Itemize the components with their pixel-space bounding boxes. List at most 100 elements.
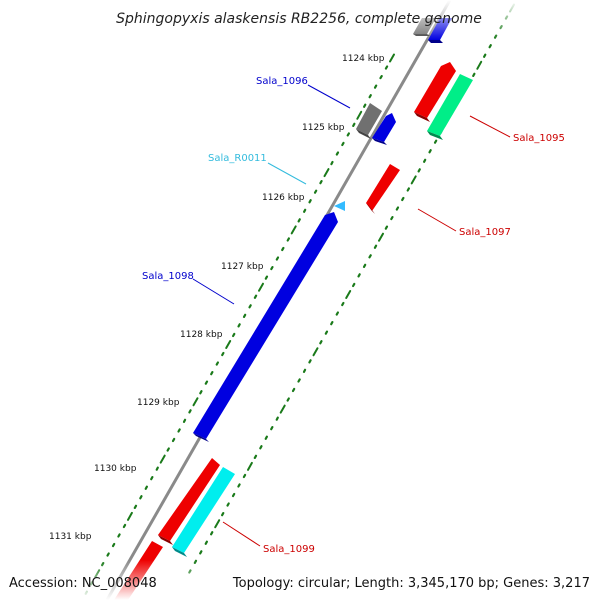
minor-tick (352, 122, 356, 128)
gene-label-sala-1095[interactable]: Sala_1095 (513, 133, 565, 144)
major-tick (410, 175, 417, 185)
minor-tick (472, 72, 476, 78)
minor-tick (139, 495, 143, 500)
minor-tick (324, 330, 329, 335)
gene-feature-sala-1099-red[interactable] (158, 458, 220, 541)
gene-feature-sala-1095-red[interactable] (414, 62, 456, 118)
minor-tick (204, 540, 208, 545)
minor-tick (253, 454, 258, 459)
minor-tick (122, 523, 127, 529)
major-tick (476, 60, 483, 70)
minor-tick (423, 158, 427, 163)
minor-tick (150, 476, 154, 481)
major-tick (214, 519, 221, 529)
minor-tick (166, 447, 170, 452)
gene-label-sala-1097[interactable]: Sala_1097 (459, 227, 511, 238)
label-leader-lines (192, 84, 511, 547)
accession-text: Accession: NC_008048 (9, 576, 157, 591)
minor-tick (275, 256, 280, 261)
major-tick (290, 225, 297, 235)
minor-tick (303, 208, 307, 213)
gene-label-sala-1099[interactable]: Sala_1099 (263, 544, 315, 555)
minor-tick (319, 340, 323, 345)
kbp-label: 1128 kbp (180, 330, 223, 340)
minor-tick (341, 301, 345, 307)
minor-tick (373, 244, 378, 249)
major-tick (312, 347, 319, 357)
minor-tick (231, 492, 236, 498)
minor-tick (204, 380, 209, 385)
minor-tick (368, 254, 372, 259)
gene-feature-sala-1095-teal[interactable] (427, 74, 473, 136)
minor-tick (357, 273, 361, 278)
minor-tick (221, 351, 225, 357)
major-tick (258, 282, 264, 292)
kbp-label: 1129 kbp (137, 398, 180, 408)
kbp-label: 1126 kbp (262, 193, 305, 203)
minor-tick (242, 313, 247, 318)
minor-tick (363, 103, 367, 108)
minor-tick (259, 445, 263, 450)
gene-feature-sala-1098-blue[interactable] (193, 212, 338, 439)
gene-label-sala-1098[interactable]: Sala_1098 (142, 271, 194, 282)
minor-tick (384, 225, 389, 230)
gene-feature-sala-1096-blue[interactable] (372, 113, 396, 142)
minor-tick (335, 311, 339, 316)
gene-label-sala-r0011[interactable]: Sala_R0011 (208, 153, 267, 164)
minor-tick (433, 139, 438, 144)
minor-tick (281, 246, 285, 252)
minor-tick (286, 237, 290, 242)
gene-feature-sala-r0011[interactable] (334, 201, 345, 211)
minor-tick (264, 275, 269, 280)
minor-tick (291, 387, 296, 393)
minor-tick (406, 187, 410, 192)
major-tick (345, 290, 352, 299)
minor-tick (341, 141, 345, 147)
kbp-label: 1130 kbp (94, 464, 137, 474)
minor-tick (248, 304, 252, 309)
minor-tick (379, 74, 383, 80)
gene-feature-sala-1099-cyan[interactable] (172, 467, 235, 553)
kbp-label: 1124 kbp (342, 54, 385, 64)
minor-tick (237, 483, 241, 488)
minor-tick (417, 168, 421, 173)
minor-tick (221, 511, 225, 517)
minor-tick (111, 542, 116, 548)
minor-tick (286, 397, 290, 402)
minor-tick (384, 65, 389, 70)
major-tick (192, 397, 199, 407)
minor-tick (199, 550, 203, 555)
minor-tick (242, 473, 247, 479)
minor-tick (226, 502, 230, 507)
gene-feature-sala-1096-gray[interactable] (356, 103, 382, 135)
gene-feature-sala-1097-red[interactable] (366, 164, 400, 211)
major-tick (225, 340, 232, 349)
minor-tick (352, 282, 356, 288)
minor-tick (106, 552, 110, 557)
gene-label-sala-1096[interactable]: Sala_1096 (256, 76, 308, 87)
minor-tick (253, 294, 258, 299)
minor-tick (232, 332, 236, 338)
minor-tick (483, 53, 487, 58)
major-tick (323, 168, 330, 178)
minor-tick (270, 426, 274, 431)
minor-tick (395, 206, 400, 211)
major-tick (279, 404, 286, 414)
major-tick (378, 232, 384, 242)
kbp-label: 1125 kbp (302, 123, 345, 133)
minor-tick (373, 84, 378, 89)
gene-features (114, 18, 473, 600)
minor-tick (319, 180, 323, 185)
minor-tick (144, 485, 148, 490)
major-tick (389, 53, 395, 63)
minor-tick (182, 418, 187, 423)
minor-tick (210, 371, 214, 376)
minor-tick (270, 266, 274, 271)
minor-tick (188, 409, 192, 414)
minor-tick (390, 216, 394, 221)
major-tick (159, 454, 166, 464)
minor-tick (362, 263, 367, 268)
minor-tick (330, 321, 334, 326)
kbp-label: 1127 kbp (221, 262, 264, 272)
